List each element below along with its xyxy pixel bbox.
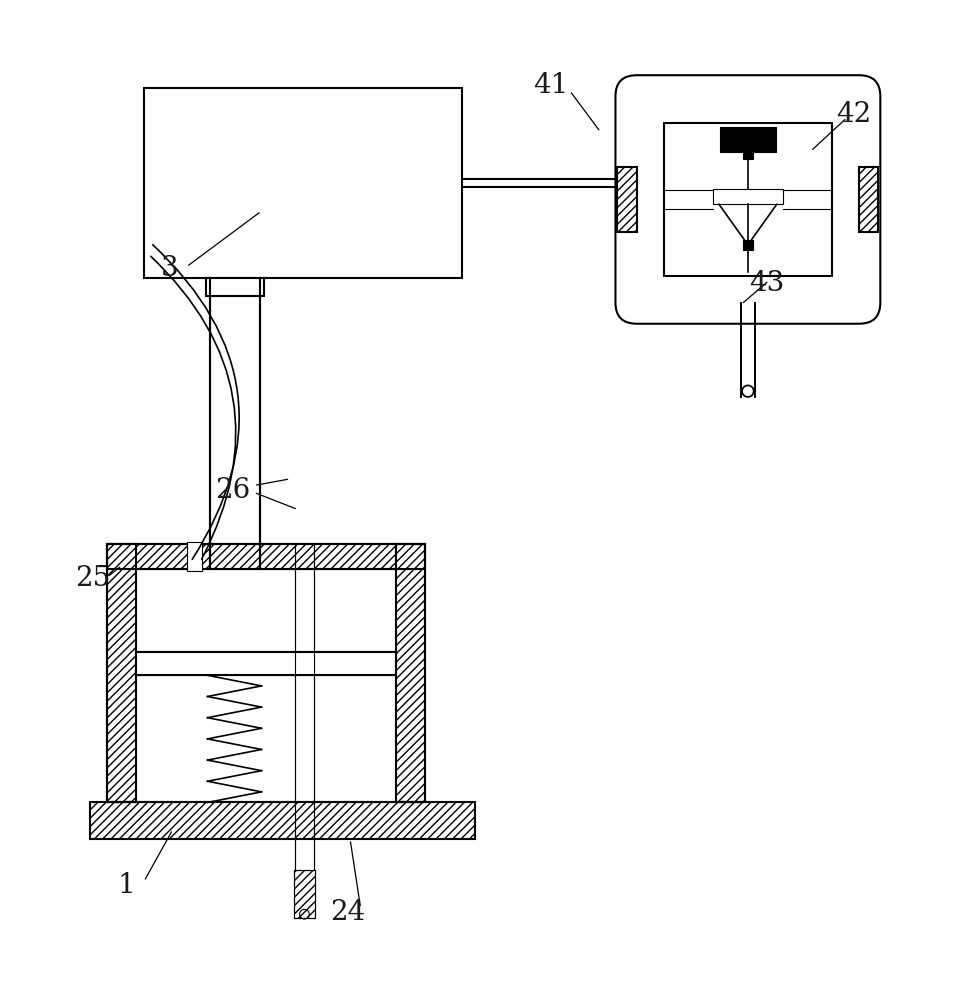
Polygon shape: [107, 544, 425, 569]
Polygon shape: [720, 127, 776, 152]
Polygon shape: [107, 544, 136, 802]
Text: 25: 25: [75, 565, 110, 592]
Polygon shape: [743, 240, 753, 250]
Text: 26: 26: [215, 477, 250, 504]
Polygon shape: [859, 167, 878, 232]
Text: 42: 42: [837, 101, 871, 128]
Polygon shape: [90, 802, 475, 839]
Text: 41: 41: [532, 72, 568, 99]
Polygon shape: [144, 88, 462, 278]
Polygon shape: [136, 652, 396, 675]
FancyBboxPatch shape: [615, 75, 880, 324]
Polygon shape: [396, 544, 425, 802]
Text: 43: 43: [750, 270, 784, 297]
Text: 24: 24: [330, 899, 366, 926]
Text: 1: 1: [118, 872, 135, 899]
Text: 3: 3: [161, 255, 179, 282]
Polygon shape: [713, 189, 782, 204]
Polygon shape: [206, 278, 264, 296]
Polygon shape: [741, 303, 754, 397]
Polygon shape: [294, 870, 315, 918]
FancyBboxPatch shape: [664, 123, 832, 276]
Polygon shape: [617, 167, 637, 232]
Polygon shape: [295, 544, 314, 918]
Polygon shape: [186, 542, 202, 571]
Polygon shape: [210, 278, 260, 569]
Polygon shape: [743, 149, 753, 159]
